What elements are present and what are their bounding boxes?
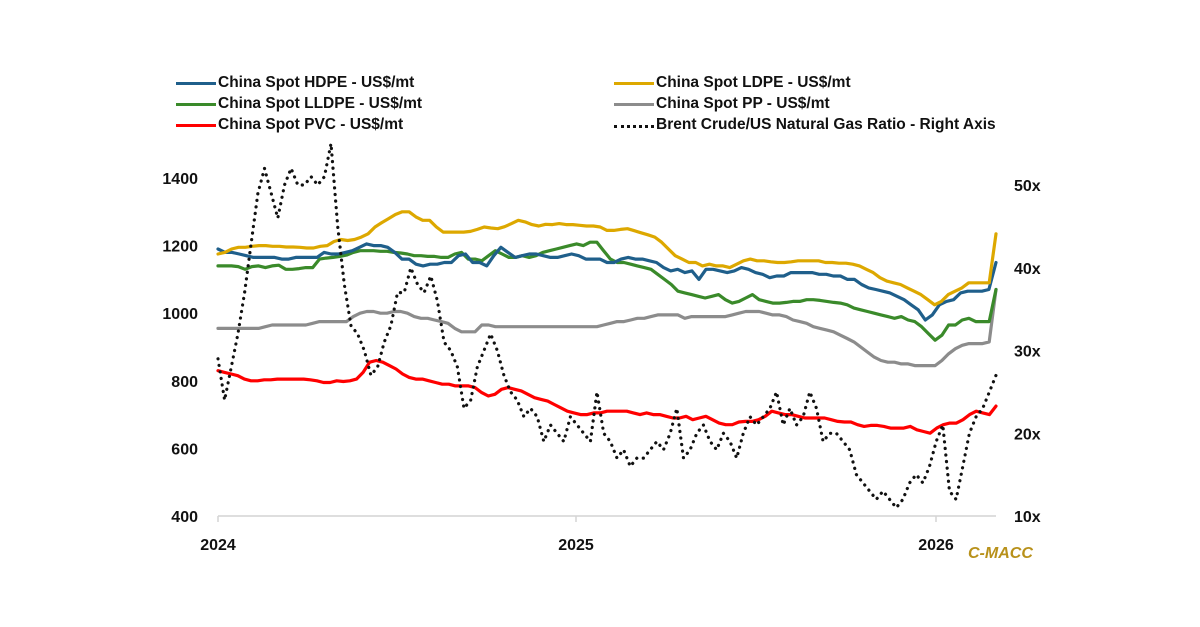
legend-swatch-hdpe: [176, 82, 216, 85]
series-line-china-spot-pvc: [216, 358, 998, 435]
y-tick-label: 800: [171, 374, 198, 391]
y2-tick-label: 30x: [1014, 344, 1041, 361]
legend-swatch-lldpe: [176, 103, 216, 106]
y-axis-left-ticks: 400 600 800 1000 1200 1400: [162, 171, 198, 526]
legend-label: China Spot LDPE - US$/mt: [656, 74, 851, 91]
x-ticks: 2024 2025 2026: [200, 516, 954, 554]
y-axis-right-ticks: 10x 20x 30x 40x 50x: [1014, 178, 1041, 526]
series-layer: [216, 142, 998, 510]
y-tick-label: 600: [171, 441, 198, 458]
legend-swatch-pvc: [176, 124, 216, 127]
series-line-china-spot-pp: [216, 287, 998, 368]
x-tick-label: 2025: [558, 537, 594, 554]
y-tick-label: 1400: [162, 171, 198, 188]
y2-tick-label: 50x: [1014, 178, 1041, 195]
source-label: C-MACC: [968, 545, 1033, 562]
legend-swatch-ldpe: [614, 82, 654, 85]
y2-tick-label: 20x: [1014, 426, 1041, 443]
legend-label: China Spot LLDPE - US$/mt: [218, 95, 423, 112]
series-line-china-spot-hdpe: [216, 242, 998, 322]
legend: China Spot HDPE - US$/mt China Spot LLDP…: [176, 73, 1076, 143]
y2-tick-label: 40x: [1014, 261, 1041, 278]
legend-label: Brent Crude/US Natural Gas Ratio - Right…: [656, 116, 996, 133]
legend-label: China Spot HDPE - US$/mt: [218, 74, 415, 91]
y-tick-label: 1200: [162, 239, 198, 256]
x-tick-label: 2024: [200, 537, 236, 554]
x-tick-label: 2026: [918, 537, 954, 554]
series-line-china-spot-ldpe: [216, 210, 998, 307]
legend-label: China Spot PVC - US$/mt: [218, 116, 404, 133]
y-tick-label: 400: [171, 509, 198, 526]
series-line-brent-crude-us-natural-gas-ratio: [216, 142, 998, 510]
series-line-china-spot-lldpe: [216, 240, 998, 342]
legend-swatch-brent-gas-ratio: [614, 125, 654, 128]
y2-tick-label: 10x: [1014, 509, 1041, 526]
axes: 2024 2025 2026 400 600 800 1000 1200 1400 10x 20…: [162, 171, 1040, 554]
legend-swatch-pp: [614, 103, 654, 106]
y-tick-label: 1000: [162, 306, 198, 323]
legend-label: China Spot PP - US$/mt: [656, 95, 830, 112]
